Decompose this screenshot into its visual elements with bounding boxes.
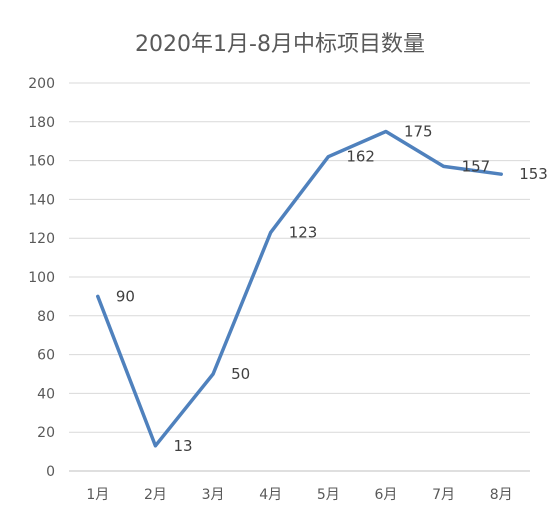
x-tick-label: 2月	[144, 487, 167, 503]
y-tick-label: 80	[37, 309, 55, 325]
x-tick-label: 8月	[490, 487, 513, 503]
data-point	[96, 294, 100, 298]
x-tick-label: 6月	[374, 487, 397, 503]
data-label: 153	[519, 165, 548, 183]
x-tick-label: 3月	[202, 487, 225, 503]
data-point	[384, 130, 388, 133]
y-tick-label: 100	[28, 270, 55, 286]
x-tick-label: 1月	[86, 487, 109, 503]
y-tick-label: 60	[37, 348, 55, 364]
data-point	[269, 230, 273, 234]
y-tick-label: 20	[37, 425, 55, 441]
y-tick-label: 140	[28, 192, 55, 208]
y-tick-label: 40	[37, 386, 55, 402]
data-label: 90	[116, 287, 135, 305]
data-point	[442, 164, 446, 168]
y-tick-label: 180	[28, 115, 55, 131]
data-point	[211, 372, 215, 376]
x-tick-label: 5月	[317, 487, 340, 503]
x-tick-label: 7月	[432, 487, 455, 503]
data-label: 157	[462, 157, 491, 175]
chart-title: 2020年1月-8月中标项目数量	[135, 32, 425, 57]
y-tick-label: 200	[28, 76, 55, 92]
data-point	[326, 155, 330, 159]
data-label: 50	[231, 365, 250, 383]
data-label: 162	[346, 148, 375, 166]
x-tick-label: 4月	[259, 487, 282, 503]
y-tick-label: 160	[28, 154, 55, 170]
data-label: 123	[289, 223, 318, 241]
data-point	[499, 172, 503, 176]
series-line	[96, 129, 503, 448]
data-point	[153, 444, 157, 448]
y-tick-label: 120	[28, 231, 55, 247]
y-tick-label: 0	[46, 464, 55, 480]
data-label: 175	[404, 123, 433, 141]
data-label: 13	[173, 437, 192, 455]
